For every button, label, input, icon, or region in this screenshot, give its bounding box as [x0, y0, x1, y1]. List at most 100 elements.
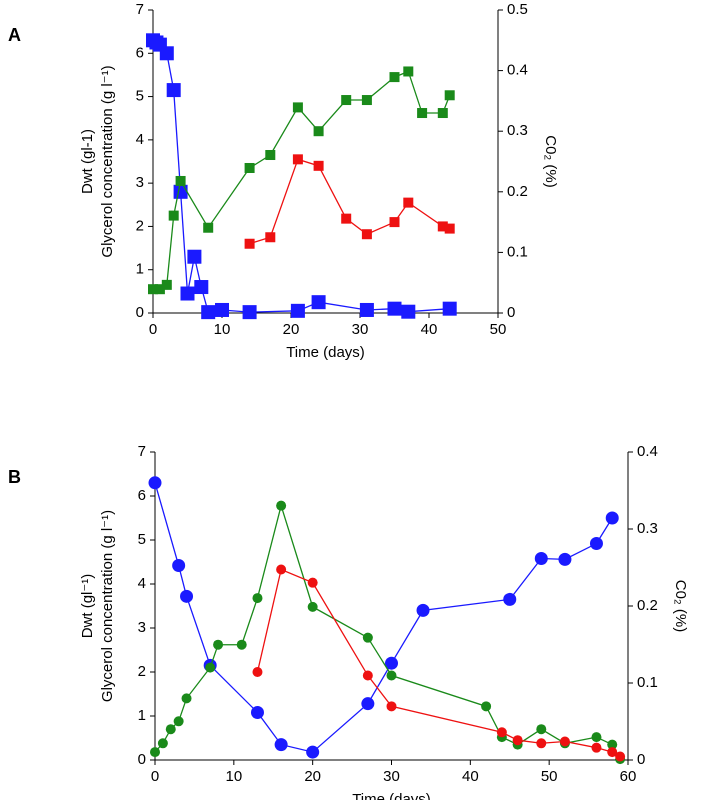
series-line: [154, 503, 621, 760]
marker: [205, 662, 216, 673]
y-tick-label: 0: [136, 304, 144, 321]
marker: [252, 667, 263, 677]
marker: [172, 559, 186, 573]
marker: [385, 656, 398, 670]
marker: [265, 150, 276, 161]
marker: [359, 302, 374, 317]
marker: [437, 108, 448, 119]
marker: [148, 284, 158, 295]
marker: [387, 301, 402, 316]
marker: [341, 95, 352, 106]
y-tick-label: 5: [138, 531, 146, 548]
x-tick-label: 50: [490, 321, 507, 338]
marker: [503, 592, 517, 606]
y-tick-label: 6: [136, 44, 144, 61]
marker: [615, 751, 626, 762]
x-tick-label: 50: [541, 768, 558, 785]
y2-tick-label: 0.4: [507, 62, 528, 79]
marker: [444, 90, 455, 101]
marker: [389, 72, 400, 83]
y-tick-label: 7: [138, 443, 146, 460]
marker: [496, 727, 507, 738]
x-axis-label: Time (days): [352, 791, 431, 800]
marker: [148, 476, 162, 490]
marker: [274, 738, 288, 752]
marker: [150, 747, 160, 758]
x-tick-label: 20: [304, 768, 321, 785]
marker: [417, 108, 428, 119]
marker: [607, 739, 618, 750]
x-tick-label: 40: [462, 768, 479, 785]
y-axis-label: Glycerol concentration (g l⁻¹): [99, 510, 116, 702]
marker: [536, 738, 547, 749]
marker: [536, 724, 547, 735]
marker: [361, 95, 372, 106]
marker: [242, 305, 257, 320]
marker: [215, 302, 229, 317]
marker: [386, 670, 397, 681]
marker: [203, 222, 214, 233]
marker: [313, 126, 324, 137]
y-tick-label: 1: [138, 707, 146, 724]
y2-tick-label: 0.1: [637, 674, 658, 691]
y-axis-label: Dwt (gl-1): [79, 129, 96, 194]
marker: [194, 280, 209, 295]
y-tick-label: 2: [138, 663, 146, 680]
marker: [481, 701, 492, 712]
marker: [444, 223, 455, 234]
x-tick-label: 20: [283, 321, 300, 338]
marker: [161, 279, 172, 290]
marker: [311, 295, 326, 310]
marker: [341, 213, 352, 224]
marker: [159, 46, 174, 61]
marker: [292, 102, 303, 113]
marker: [591, 742, 602, 753]
y2-tick-label: 0.4: [637, 443, 658, 460]
marker: [276, 564, 287, 575]
x-tick-label: 30: [383, 768, 400, 785]
y-tick-label: 2: [136, 217, 144, 234]
marker: [605, 511, 619, 525]
marker: [362, 632, 373, 643]
marker: [276, 500, 287, 511]
x-tick-label: 10: [225, 768, 242, 785]
y-tick-label: 4: [138, 575, 146, 592]
marker: [512, 735, 523, 746]
series-line: [152, 39, 450, 313]
marker: [181, 693, 192, 704]
y2-tick-label: 0.3: [637, 520, 658, 537]
marker: [362, 670, 373, 681]
y2-tick-label: 0.2: [637, 597, 658, 614]
marker: [250, 705, 264, 719]
marker: [236, 639, 247, 650]
marker: [437, 221, 448, 232]
panel-label: B: [8, 467, 21, 487]
marker: [213, 639, 224, 650]
y2-tick-label: 0.2: [507, 183, 528, 200]
marker: [558, 552, 572, 566]
marker: [154, 284, 165, 295]
marker: [401, 304, 416, 319]
marker: [403, 66, 414, 77]
marker: [416, 603, 430, 617]
y-tick-label: 4: [136, 131, 144, 148]
marker: [173, 716, 184, 727]
y2-tick-label: 0.3: [507, 122, 528, 139]
y-tick-label: 6: [138, 487, 146, 504]
marker: [607, 747, 618, 758]
x-tick-label: 30: [352, 321, 369, 338]
marker: [386, 701, 397, 712]
x-axis-label: Time (days): [286, 344, 365, 361]
marker: [187, 249, 202, 264]
marker: [165, 724, 176, 735]
marker: [307, 601, 318, 612]
y-tick-label: 7: [136, 1, 144, 18]
marker: [389, 217, 400, 228]
y2-axis-label: C0₂ (%): [542, 135, 559, 188]
marker: [265, 232, 276, 243]
y-axis-label: Dwt (gl⁻¹): [79, 574, 96, 639]
x-tick-label: 40: [421, 321, 438, 338]
y-axis-label: Glycerol concentration (g l⁻¹): [99, 65, 116, 257]
marker: [290, 303, 305, 318]
marker: [559, 736, 570, 747]
